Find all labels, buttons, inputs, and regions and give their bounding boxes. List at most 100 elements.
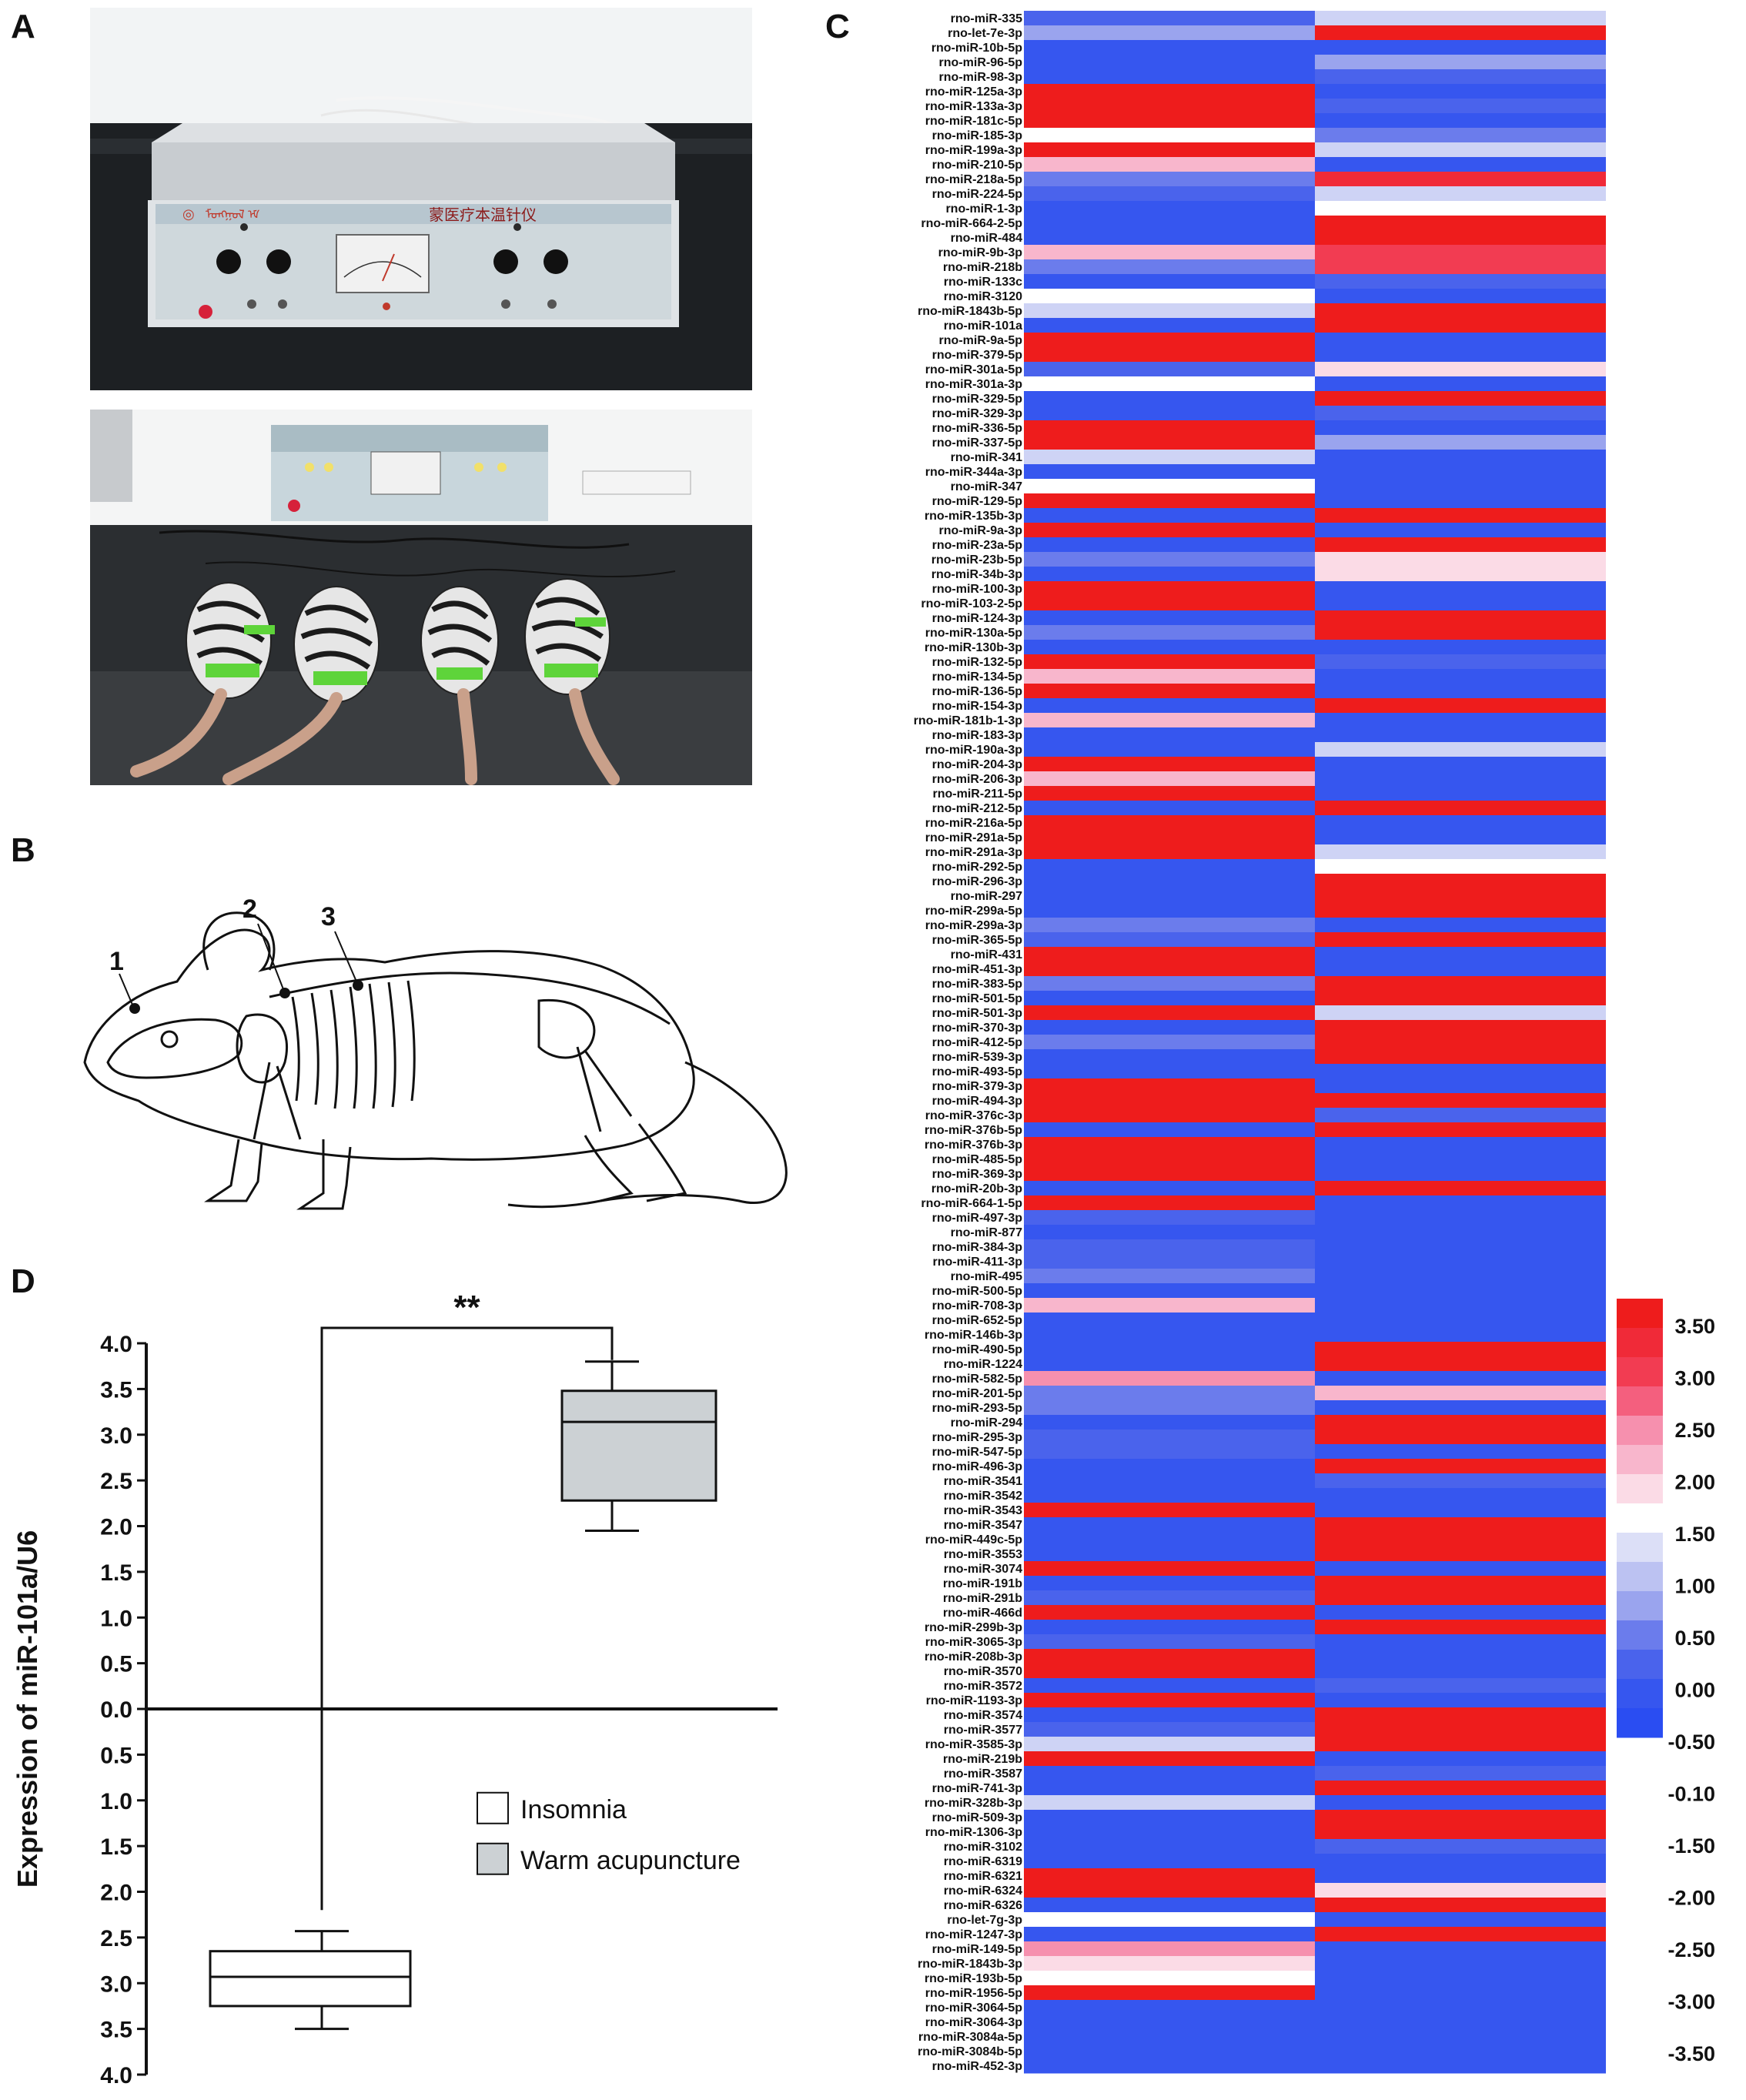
heatmap-cell <box>1024 230 1315 246</box>
heatmap-row-label: rno-miR-130a-5p <box>925 627 1022 640</box>
heatmap-cell <box>1024 1751 1315 1767</box>
heatmap-cell <box>1024 201 1315 216</box>
heatmap-cell <box>1024 289 1315 304</box>
heatmap-cell <box>1024 2044 1315 2059</box>
heatmap-cell <box>1024 1649 1315 1664</box>
heatmap-row-label: rno-miR-497-3p <box>932 1212 1023 1225</box>
heatmap-cell <box>1024 1225 1315 1240</box>
heatmap-cell <box>1024 1049 1315 1065</box>
heatmap-cell <box>1024 435 1315 450</box>
heatmap-row-label: rno-miR-3065-3p <box>925 1636 1022 1649</box>
heatmap-cell <box>1024 727 1315 743</box>
heatmap-cell <box>1024 1678 1315 1694</box>
heatmap-cell <box>1315 859 1606 874</box>
acupoint-label-2: 2 <box>242 895 257 924</box>
heatmap-row-label: rno-miR-6319 <box>944 1855 1022 1868</box>
heatmap-cell <box>1024 1122 1315 1138</box>
mir101a-boxplot: Expression of miR-101a/U6 4.0 3.5 3.0 2.5 2.0… <box>12 1289 778 2088</box>
acupuncture-device-photo: ◎ ᠮᠣᠩᠭᠣᠯ ᠡᠮ 蒙医疗本温针仪 <box>90 8 752 390</box>
heatmap-row-label: rno-miR-9b-3p <box>938 246 1023 259</box>
color-scale-swatch <box>1617 1328 1663 1358</box>
heatmap-cell <box>1315 1386 1606 1401</box>
heatmap-cell <box>1315 508 1606 523</box>
heatmap-row-label: rno-miR-218b <box>943 261 1022 274</box>
heatmap-cell <box>1315 1444 1606 1460</box>
heatmap-cell <box>1024 303 1315 319</box>
heatmap-cell <box>1315 1868 1606 1884</box>
heatmap-cell <box>1024 1634 1315 1650</box>
heatmap-row-label: rno-miR-335 <box>951 12 1022 25</box>
heatmap-cell <box>1315 1210 1606 1226</box>
heatmap-cell <box>1315 815 1606 831</box>
color-scale-swatch <box>1617 1679 1663 1709</box>
heatmap-cell <box>1024 1781 1315 1796</box>
heatmap-row-label: rno-miR-211-5p <box>933 788 1023 801</box>
heatmap-cell <box>1315 1912 1606 1928</box>
heatmap-row-label: rno-miR-708-3p <box>932 1299 1023 1312</box>
heatmap-cell <box>1315 216 1606 231</box>
heatmap-row-label: rno-miR-431 <box>951 948 1022 961</box>
heatmap-row-label: rno-miR-219b <box>943 1753 1022 1766</box>
heatmap-cell <box>1315 420 1606 436</box>
heatmap-cell <box>1315 11 1606 26</box>
heatmap-cell <box>1315 1576 1606 1591</box>
heatmap-row-label: rno-miR-500-5p <box>932 1285 1023 1298</box>
heatmap-cell <box>1315 391 1606 406</box>
heatmap-cell <box>1024 742 1315 757</box>
heatmap-row-label: rno-miR-130b-3p <box>925 641 1022 654</box>
heatmap-cell <box>1024 1664 1315 1679</box>
heatmap-cell <box>1315 830 1606 845</box>
heatmap-cell <box>1315 1312 1606 1328</box>
heatmap-cell <box>1315 1781 1606 1796</box>
heatmap-row-label: rno-miR-299a-3p <box>925 919 1022 932</box>
heatmap-cell <box>1315 450 1606 465</box>
heatmap-cell <box>1024 1985 1315 2001</box>
heatmap-cell <box>1315 1839 1606 1854</box>
heatmap-cell <box>1315 903 1606 918</box>
heatmap-cell <box>1024 1371 1315 1386</box>
heatmap-cell <box>1024 1020 1315 1035</box>
heatmap-row-label: rno-miR-337-5p <box>932 436 1023 450</box>
heatmap-cell <box>1315 523 1606 538</box>
heatmap-cell <box>1315 1108 1606 1123</box>
heatmap-cell <box>1024 1898 1315 1913</box>
heatmap-row-label: rno-miR-3542 <box>944 1490 1022 1503</box>
color-scale-swatch <box>1617 1533 1663 1563</box>
heatmap-row-label: rno-miR-6326 <box>944 1899 1022 1912</box>
heatmap-row-label: rno-miR-201-5p <box>932 1387 1023 1400</box>
heatmap-cell <box>1024 932 1315 948</box>
heatmap-cell <box>1315 537 1606 553</box>
heatmap-row-label: rno-miR-98-3p <box>939 71 1023 84</box>
heatmap-row-label: rno-miR-3120 <box>944 290 1022 303</box>
heatmap-cell <box>1024 1956 1315 1971</box>
heatmap-cell <box>1315 1927 1606 1942</box>
heatmap-cell <box>1024 1941 1315 1957</box>
heatmap-cell <box>1315 786 1606 801</box>
heatmap-row-label: rno-miR-190a-3p <box>925 744 1022 757</box>
heatmap-cell <box>1024 2058 1315 2074</box>
heatmap-cell <box>1315 2058 1606 2074</box>
heatmap-cell <box>1315 493 1606 509</box>
heatmap-cell <box>1315 1327 1606 1343</box>
heatmap-cell <box>1024 1766 1315 1781</box>
heatmap-cell <box>1024 1854 1315 1869</box>
heatmap-cell <box>1024 508 1315 523</box>
heatmap-row-label: rno-miR-3064-3p <box>925 2016 1022 2029</box>
heatmap-cell <box>1024 1093 1315 1109</box>
heatmap-cell <box>1024 1078 1315 1094</box>
heatmap-cell <box>1315 801 1606 816</box>
heatmap-cell <box>1315 1561 1606 1577</box>
heatmap-row-label: rno-miR-336-5p <box>932 422 1023 435</box>
heatmap-row-label: rno-miR-133c <box>944 276 1022 289</box>
heatmap-cell <box>1315 713 1606 728</box>
heatmap-cell <box>1315 1941 1606 1957</box>
heatmap-cell <box>1024 40 1315 55</box>
heatmap-row-label: rno-miR-291b <box>943 1592 1022 1605</box>
heatmap-row-label: rno-miR-1247-3p <box>925 1928 1022 1941</box>
heatmap-cell <box>1024 1166 1315 1182</box>
heatmap-cell <box>1315 991 1606 1006</box>
heatmap-row-label: rno-miR-495 <box>951 1270 1022 1283</box>
y-tick-label: 3.5 <box>100 2018 132 2043</box>
mirna-heatmap: rno-miR-335rno-let-7e-3prno-miR-10b-5prn… <box>914 11 1715 2074</box>
heatmap-cell <box>1024 801 1315 816</box>
